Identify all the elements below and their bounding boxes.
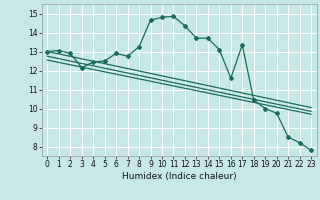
X-axis label: Humidex (Indice chaleur): Humidex (Indice chaleur) — [122, 172, 236, 181]
